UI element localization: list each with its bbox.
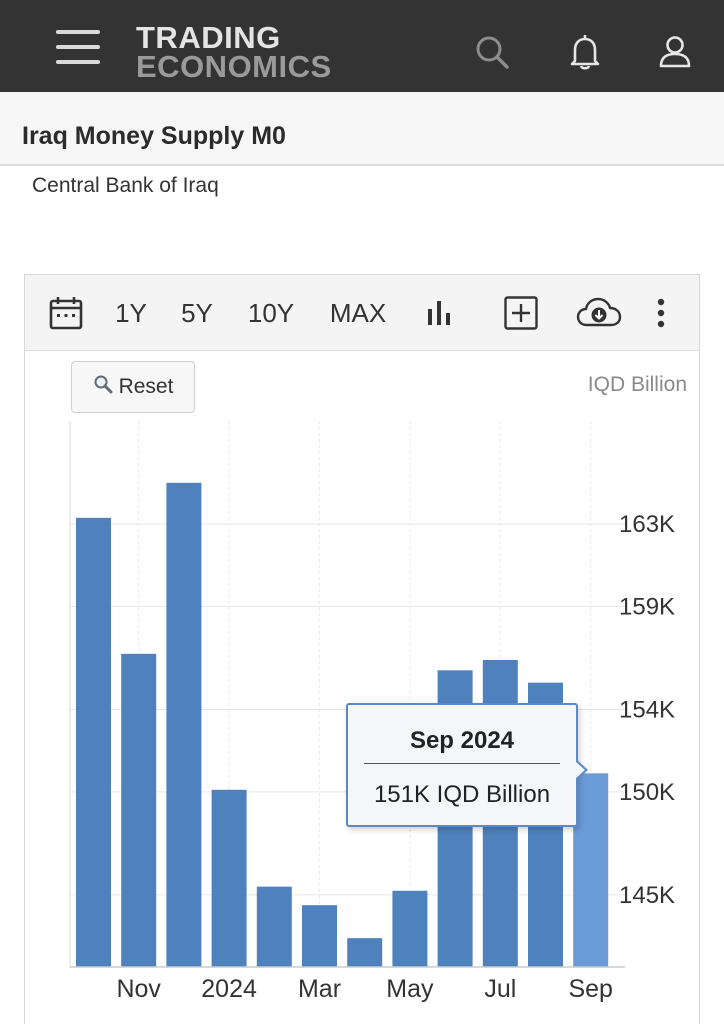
y-tick-label: 163K [619, 511, 675, 538]
reset-zoom-button[interactable]: Reset [71, 361, 195, 413]
bar-jan-2024 [211, 789, 247, 967]
bar-apr-2024 [347, 938, 383, 967]
magnifier-icon [93, 374, 113, 400]
range-5y-button[interactable]: 5Y [181, 297, 213, 328]
data-source: Central Bank of Iraq [32, 174, 219, 197]
reset-label: Reset [118, 375, 174, 398]
add-icon[interactable] [503, 275, 539, 351]
tooltip-value: 151K IQD Billion [373, 781, 551, 808]
x-tick-label: Nov [116, 975, 161, 1003]
chart-tooltip: Sep 2024 151K IQD Billion [346, 703, 588, 827]
bar-feb-2024 [256, 886, 292, 967]
x-tick-label: May [386, 975, 434, 1003]
more-icon[interactable] [649, 275, 673, 351]
bar-chart[interactable]: 145K 150K 154K 159K 163K Nov 2024 Mar May Jul Sep [25, 275, 699, 1024]
search-icon[interactable] [472, 32, 512, 72]
bar-chart-icon[interactable] [423, 275, 457, 351]
logo[interactable]: TRADING ECONOMICS [136, 22, 332, 82]
page-title: Iraq Money Supply M0 [22, 122, 286, 150]
tooltip-divider [364, 763, 560, 764]
logo-line2: ECONOMICS [136, 49, 332, 84]
x-tick-label: Jul [484, 975, 516, 1003]
y-tick-label: 159K [619, 593, 675, 620]
bar-oct-2023 [76, 517, 111, 967]
logo-line1: TRADING [136, 20, 281, 55]
bell-icon[interactable] [565, 32, 605, 72]
y-tick-label: 150K [619, 779, 675, 806]
tooltip-date: Sep 2024 [409, 727, 515, 754]
menu-icon[interactable] [56, 30, 100, 66]
calendar-icon[interactable] [45, 275, 87, 351]
x-tick-label: Sep [568, 975, 612, 1003]
bar-dec-2023 [166, 482, 202, 967]
x-tick-label: 2024 [201, 975, 257, 1003]
chart-card: 1Y 5Y 10Y MAX Reset IQD Billion 145K 150K… [24, 274, 700, 1024]
title-bar: Iraq Money Supply M0 [0, 92, 724, 166]
range-10y-button[interactable]: 10Y [247, 297, 295, 328]
x-tick-label: Mar [298, 975, 341, 1003]
bar-sep-2024 [573, 773, 609, 967]
chart-toolbar: 1Y 5Y 10Y MAX [25, 275, 699, 351]
y-tick-label: 145K [619, 882, 675, 909]
top-navbar: TRADING ECONOMICS [0, 0, 724, 92]
y-tick-label: 154K [619, 696, 675, 723]
unit-label: IQD Billion [587, 373, 687, 396]
bar-nov-2023 [121, 653, 157, 967]
bar-mar-2024 [302, 905, 337, 967]
range-max-button[interactable]: MAX [329, 297, 387, 328]
download-icon[interactable] [575, 275, 623, 351]
range-1y-button[interactable]: 1Y [115, 297, 147, 328]
bar-may-2024 [392, 890, 428, 967]
user-icon[interactable] [655, 32, 695, 72]
